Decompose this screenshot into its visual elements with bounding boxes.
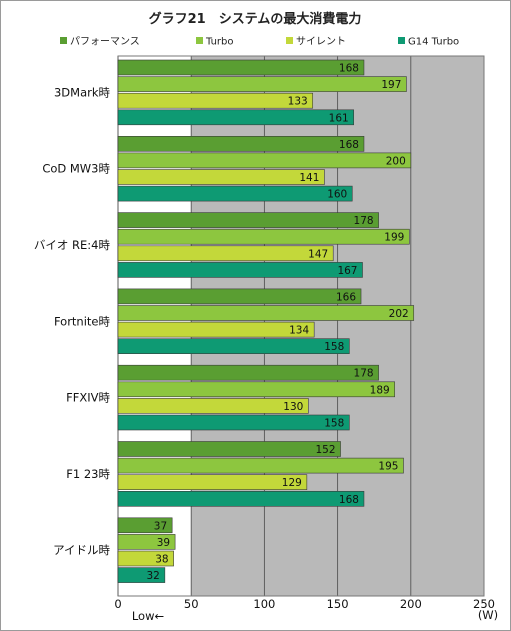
data-label-4-3: 158: [324, 418, 344, 430]
legend-label-3: G14 Turbo: [408, 37, 459, 48]
bar-6-1: [117, 534, 176, 550]
data-label-6-0: 37: [154, 520, 167, 532]
data-label-4-1: 189: [370, 384, 390, 396]
data-label-6-1: 39: [157, 537, 170, 549]
category-label-2: バイオ RE:4時: [34, 238, 111, 252]
legend-label-1: Turbo: [205, 37, 234, 48]
data-label-4-0: 178: [354, 368, 374, 380]
x-tick-150: 150: [327, 597, 349, 611]
data-label-2-0: 178: [354, 215, 374, 227]
legend: パフォーマンス Turbo サイレント G14 Turbo: [60, 36, 459, 48]
data-label-2-3: 167: [337, 265, 357, 277]
legend-swatch-3: [398, 37, 405, 44]
data-label-3-0: 166: [336, 291, 356, 303]
low-direction-label: Low←: [132, 609, 164, 623]
bar-2-0: [117, 212, 379, 228]
unit-label: (W): [478, 608, 498, 622]
data-label-1-3: 160: [327, 189, 347, 201]
data-label-5-2: 129: [282, 477, 302, 489]
x-tick-0: 0: [114, 597, 121, 611]
category-label-0: 3DMark時: [54, 85, 111, 99]
data-label-0-0: 168: [339, 63, 359, 75]
bar-5-1: [117, 457, 404, 474]
legend-label-2: サイレント: [296, 36, 346, 48]
legend-label-0: パフォーマンス: [70, 36, 140, 48]
category-label-4: FFXIV時: [66, 391, 110, 405]
x-tick-200: 200: [400, 597, 422, 611]
bar-0-3: [117, 109, 355, 126]
legend-swatch-0: [60, 37, 67, 44]
category-label-3: Fortnite時: [54, 314, 111, 328]
data-label-1-1: 200: [386, 155, 406, 167]
bar-5-0: [117, 441, 341, 457]
data-label-0-3: 161: [329, 112, 349, 124]
bar-3-3: [117, 338, 350, 355]
x-tick-100: 100: [253, 597, 275, 611]
bar-2-1: [117, 228, 410, 245]
chart-title: グラフ21 システムの最大消費電力: [149, 11, 362, 27]
bar-1-3: [117, 185, 353, 202]
data-label-3-2: 134: [289, 325, 309, 337]
bar-4-3: [117, 414, 350, 431]
data-label-5-0: 152: [315, 444, 335, 456]
bar-5-2: [117, 474, 308, 491]
data-label-6-2: 38: [155, 554, 168, 566]
legend-swatch-2: [286, 37, 293, 44]
bar-4-2: [117, 398, 309, 414]
bar-5-3: [117, 490, 365, 507]
bar-6-3: [117, 567, 166, 583]
bar-1-1: [117, 152, 412, 169]
data-label-3-1: 202: [389, 308, 409, 320]
bar-4-1: [117, 381, 395, 398]
category-label-5: F1 23時: [66, 467, 110, 481]
bars: 168 197 133 161 168 200 141 160 178 199 147 167 166 2…: [117, 59, 415, 583]
data-label-1-0: 168: [339, 139, 359, 151]
bar-1-0: [117, 136, 365, 152]
bar-3-2: [117, 321, 315, 338]
bar-1-2: [117, 169, 325, 185]
bar-3-0: [117, 288, 362, 305]
bar-2-2: [117, 245, 334, 262]
bar-2-3: [117, 262, 363, 278]
bar-4-0: [117, 364, 379, 381]
bar-3-1: [117, 305, 415, 321]
data-label-3-3: 158: [324, 341, 344, 353]
data-label-2-2: 147: [308, 248, 328, 260]
legend-swatch-1: [196, 37, 203, 44]
data-label-0-2: 133: [288, 96, 308, 108]
data-label-1-2: 141: [299, 172, 319, 184]
bar-0-0: [117, 59, 365, 76]
x-tick-50: 50: [184, 597, 199, 611]
bar-6-2: [117, 550, 174, 567]
category-label-1: CoD MW3時: [42, 162, 110, 176]
data-label-6-3: 32: [146, 570, 159, 582]
data-label-4-2: 130: [283, 401, 303, 413]
data-label-5-1: 195: [378, 461, 398, 473]
category-label-6: アイドル時: [53, 543, 110, 557]
bar-0-1: [117, 76, 407, 92]
data-label-5-3: 168: [339, 494, 359, 506]
bar-0-2: [117, 92, 314, 109]
data-label-2-1: 199: [384, 232, 404, 244]
bar-6-0: [117, 517, 173, 534]
x-tick-250: 250: [473, 597, 495, 611]
x-axis-ticks: 0 50 100 150 200 250: [114, 597, 495, 611]
data-label-0-1: 197: [381, 79, 401, 91]
